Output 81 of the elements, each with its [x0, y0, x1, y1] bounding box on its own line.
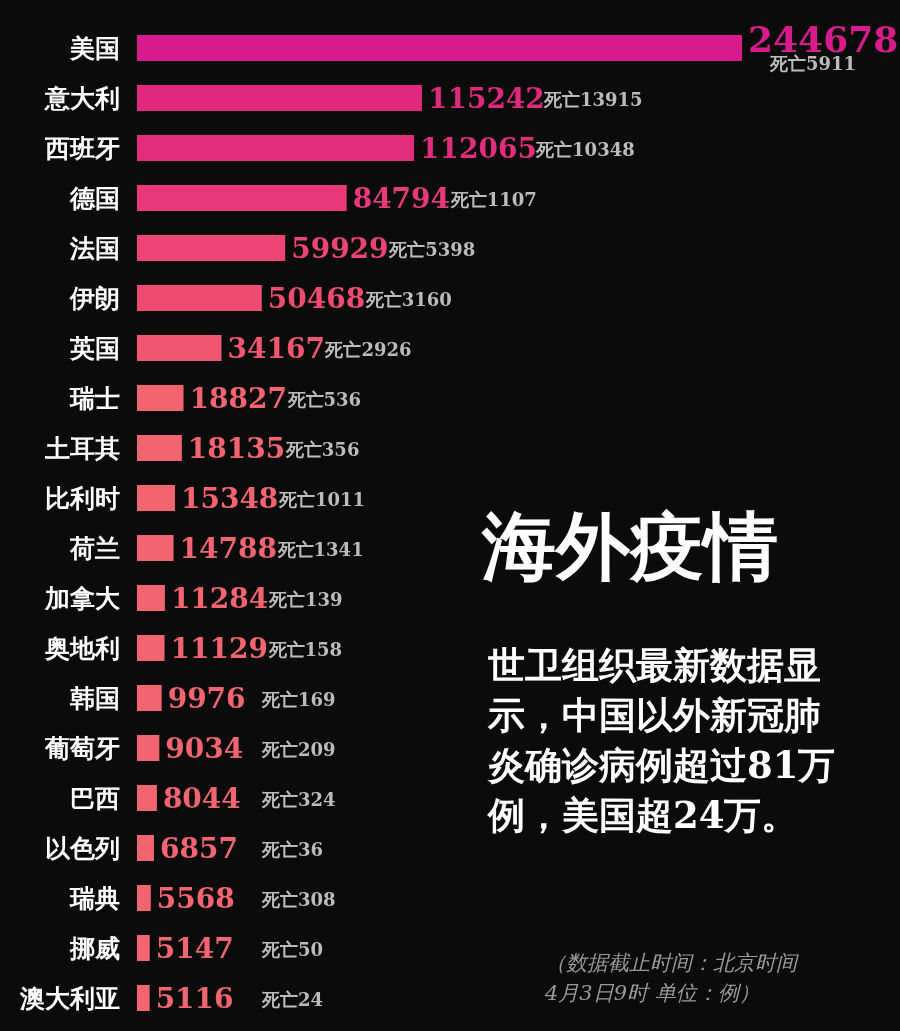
- text: 海外疫情: [482, 502, 778, 591]
- annotation: 死亡10348: [535, 139, 635, 160]
- data-label: 9976: [167, 682, 246, 715]
- bar: [137, 435, 182, 461]
- bar: [137, 35, 742, 61]
- bar: [137, 585, 165, 611]
- y-tick-label: 土耳其: [44, 434, 120, 463]
- y-tick-label: 美国: [69, 34, 120, 63]
- data-label: 84794: [352, 182, 451, 215]
- annotation: 死亡1011: [277, 489, 366, 510]
- data-label: 11129: [170, 632, 268, 665]
- bar: [137, 685, 162, 711]
- data-label: 6857: [159, 832, 238, 865]
- y-tick-label: 挪威: [69, 934, 120, 963]
- data-label: 9034: [165, 732, 244, 765]
- y-tick-label: 以色列: [45, 834, 120, 863]
- annotation: 死亡324: [261, 789, 336, 810]
- annotation: 死亡356: [284, 439, 360, 460]
- y-tick-label: 葡萄牙: [44, 734, 120, 763]
- bar: [137, 85, 422, 111]
- y-tick-label: 加拿大: [44, 584, 121, 613]
- y-tick-label: 伊朗: [69, 284, 120, 313]
- annotation: 死亡158: [267, 639, 343, 660]
- data-label: 112065: [420, 132, 537, 165]
- annotation: （数据截止时间：北京时间4月3日9时 单位：例）: [545, 950, 800, 1007]
- annotation: 死亡5398: [388, 239, 476, 260]
- annotation: 死亡1107: [449, 189, 537, 210]
- bar: [137, 735, 160, 761]
- data-label: 18827: [189, 382, 287, 415]
- bar: [137, 635, 165, 661]
- annotation: 死亡24: [261, 989, 324, 1010]
- y-tick-label: 瑞典: [69, 884, 120, 913]
- bar: [137, 935, 150, 961]
- y-tick-label: 荷兰: [69, 534, 120, 563]
- annotation: 死亡2926: [324, 339, 412, 360]
- annotation: 死亡536: [286, 389, 362, 410]
- y-tick-label: 英国: [69, 334, 120, 363]
- data-label: 14788: [179, 532, 277, 565]
- bar: [137, 335, 222, 361]
- y-tick-label: 澳大利亚: [19, 984, 120, 1013]
- annotation: 死亡139: [267, 589, 343, 610]
- data-label: 15348: [180, 482, 279, 515]
- y-tick-label: 巴西: [70, 784, 120, 813]
- y-tick-label: 意大利: [44, 84, 120, 113]
- annotation: 死亡50: [261, 939, 324, 960]
- bar: [137, 535, 174, 561]
- data-label: 115242: [427, 82, 545, 115]
- bar: [137, 135, 415, 161]
- bar: [137, 885, 151, 911]
- annotation: 死亡209: [261, 739, 336, 760]
- y-tick-label: 韩国: [69, 684, 120, 713]
- data-label: 5147: [155, 932, 234, 965]
- data-label: 8044: [162, 782, 241, 815]
- annotation: 死亡169: [261, 689, 336, 710]
- annotation: 死亡1341: [276, 539, 364, 560]
- bar: [137, 785, 157, 811]
- annotation: 死亡3160: [364, 289, 452, 310]
- data-label: 59929: [291, 232, 389, 265]
- y-tick-label: 西班牙: [44, 134, 120, 163]
- bar: [137, 985, 150, 1011]
- annotation: 死亡13915: [542, 89, 643, 110]
- y-tick-label: 瑞士: [69, 384, 120, 413]
- annotation: 死亡308: [261, 889, 336, 910]
- y-tick-label: 法国: [69, 234, 120, 263]
- annotation: 死亡36: [261, 839, 324, 860]
- data-label: 50468: [267, 282, 366, 315]
- text: 世卫组织最新数据显示，中国以外新冠肺炎确诊病例超过81万例，美国超24万。: [488, 642, 837, 839]
- y-tick-label: 比利时: [45, 484, 120, 513]
- data-label: 5116: [155, 982, 234, 1015]
- bar: [137, 185, 347, 211]
- bar: [137, 835, 154, 861]
- bar: [137, 285, 262, 311]
- data-label: 34167: [227, 332, 325, 365]
- bar: [137, 235, 286, 261]
- y-tick-label: 奥地利: [44, 634, 120, 663]
- data-label: 5568: [156, 882, 235, 915]
- bar: [137, 485, 175, 511]
- bar: [137, 385, 184, 411]
- data-label: 11284: [170, 582, 269, 615]
- y-tick-label: 德国: [69, 184, 120, 213]
- data-label: 18135: [187, 432, 286, 465]
